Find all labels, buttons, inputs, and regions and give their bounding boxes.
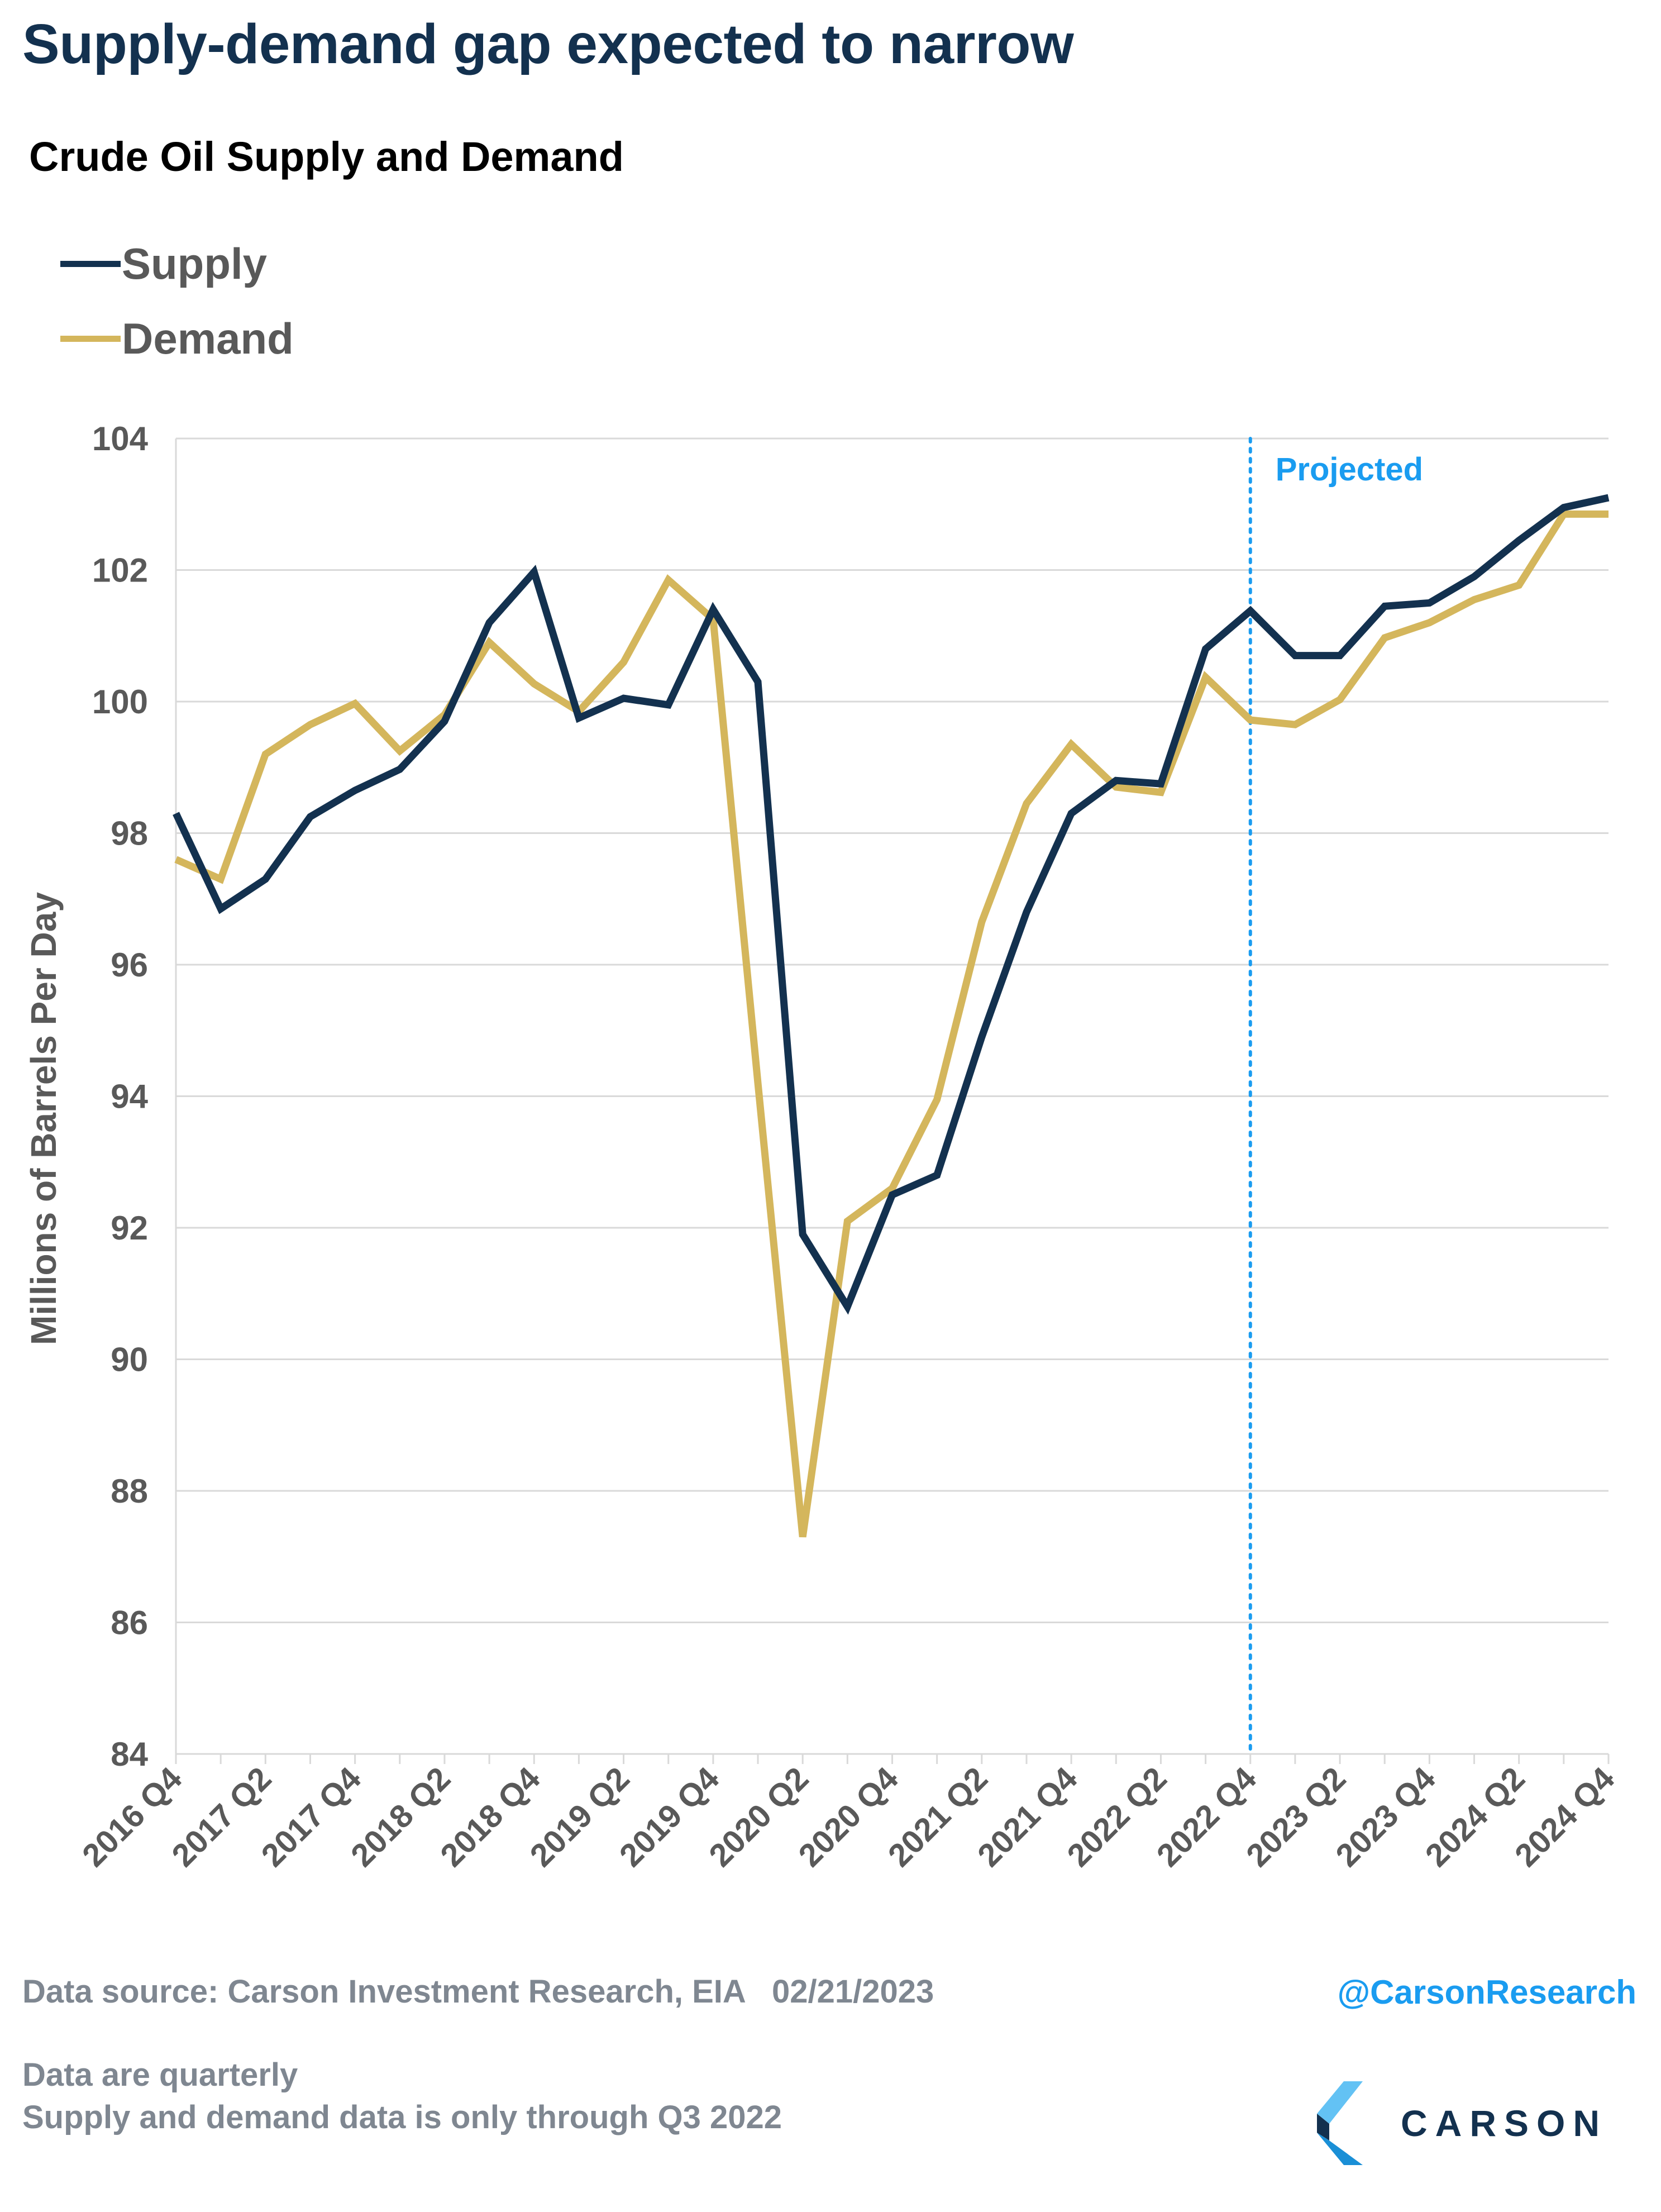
x-tick-label: 2016 Q4 xyxy=(75,1760,189,1873)
x-tick-label: 2019 Q2 xyxy=(523,1760,636,1873)
x-tick-label: 2022 Q4 xyxy=(1150,1760,1263,1873)
y-tick-label: 88 xyxy=(111,1472,148,1510)
x-tick-label: 2021 Q4 xyxy=(971,1760,1084,1873)
carson-logo-text: CARSON xyxy=(1401,2103,1608,2144)
projection-marker: Projected xyxy=(1248,437,1423,1756)
series-line-demand xyxy=(174,510,1609,1538)
legend: Supply Demand xyxy=(60,226,294,376)
carson-logo: CARSON xyxy=(1317,2081,1607,2165)
legend-label-demand: Demand xyxy=(122,313,294,363)
series-line-supply xyxy=(173,494,1610,1315)
series-lines xyxy=(173,494,1610,1538)
y-tick-label: 92 xyxy=(111,1209,148,1247)
x-tick-label: 2024 Q4 xyxy=(1508,1760,1621,1873)
y-tick-label: 90 xyxy=(111,1341,148,1379)
headline: Supply-demand gap expected to narrow xyxy=(22,13,1074,75)
y-tick-label: 86 xyxy=(111,1604,148,1642)
projection-label: Projected xyxy=(1276,451,1423,488)
x-tick-label: 2023 Q2 xyxy=(1239,1760,1353,1873)
footnote-data-range: Supply and demand data is only through Q… xyxy=(22,2099,782,2135)
legend-label-supply: Supply xyxy=(122,239,268,288)
x-tick-label: 2017 Q4 xyxy=(255,1760,368,1873)
legend-swatch-demand xyxy=(60,335,121,342)
legend-item-supply: Supply xyxy=(60,226,294,301)
y-tick-label: 94 xyxy=(111,1078,148,1115)
y-tick-label: 100 xyxy=(92,683,148,721)
x-tick-label: 2020 Q2 xyxy=(702,1760,815,1873)
x-tick-label: 2018 Q4 xyxy=(433,1760,547,1873)
y-tick-label: 98 xyxy=(111,815,148,852)
y-tick-label: 102 xyxy=(92,552,148,589)
y-tick-label: 84 xyxy=(111,1736,148,1773)
axes xyxy=(175,438,1610,1764)
x-tick-label: 2022 Q2 xyxy=(1060,1760,1173,1873)
carson-logo-icon xyxy=(1317,2081,1363,2165)
x-tick-label: 2019 Q4 xyxy=(613,1760,726,1873)
x-tick-label: 2020 Q4 xyxy=(791,1760,905,1873)
legend-swatch-supply xyxy=(60,260,121,267)
social-handle[interactable]: @CarsonResearch xyxy=(1337,1973,1636,2011)
y-axis-ticks: 84 86 88 90 92 94 96 98 100 102 104 xyxy=(92,420,149,1773)
chart-title: Crude Oil Supply and Demand xyxy=(29,134,624,180)
footnotes: Data are quarterly Supply and demand dat… xyxy=(22,2054,782,2139)
x-tick-label: 2017 Q2 xyxy=(165,1760,278,1873)
x-tick-label: 2023 Q4 xyxy=(1329,1760,1442,1873)
legend-item-demand: Demand xyxy=(60,301,294,376)
y-tick-label: 96 xyxy=(111,946,148,984)
x-tick-label: 2021 Q2 xyxy=(881,1760,995,1873)
data-source-note: Data source: Carson Investment Research,… xyxy=(22,1973,934,2010)
y-axis-label: Millions of Barrels Per Day xyxy=(23,892,64,1345)
x-tick-label: 2018 Q2 xyxy=(344,1760,457,1873)
x-tick-label: 2024 Q2 xyxy=(1419,1760,1532,1873)
gridlines xyxy=(176,437,1609,1623)
y-tick-label: 104 xyxy=(92,420,149,457)
footnote-quarterly: Data are quarterly xyxy=(22,2057,298,2093)
